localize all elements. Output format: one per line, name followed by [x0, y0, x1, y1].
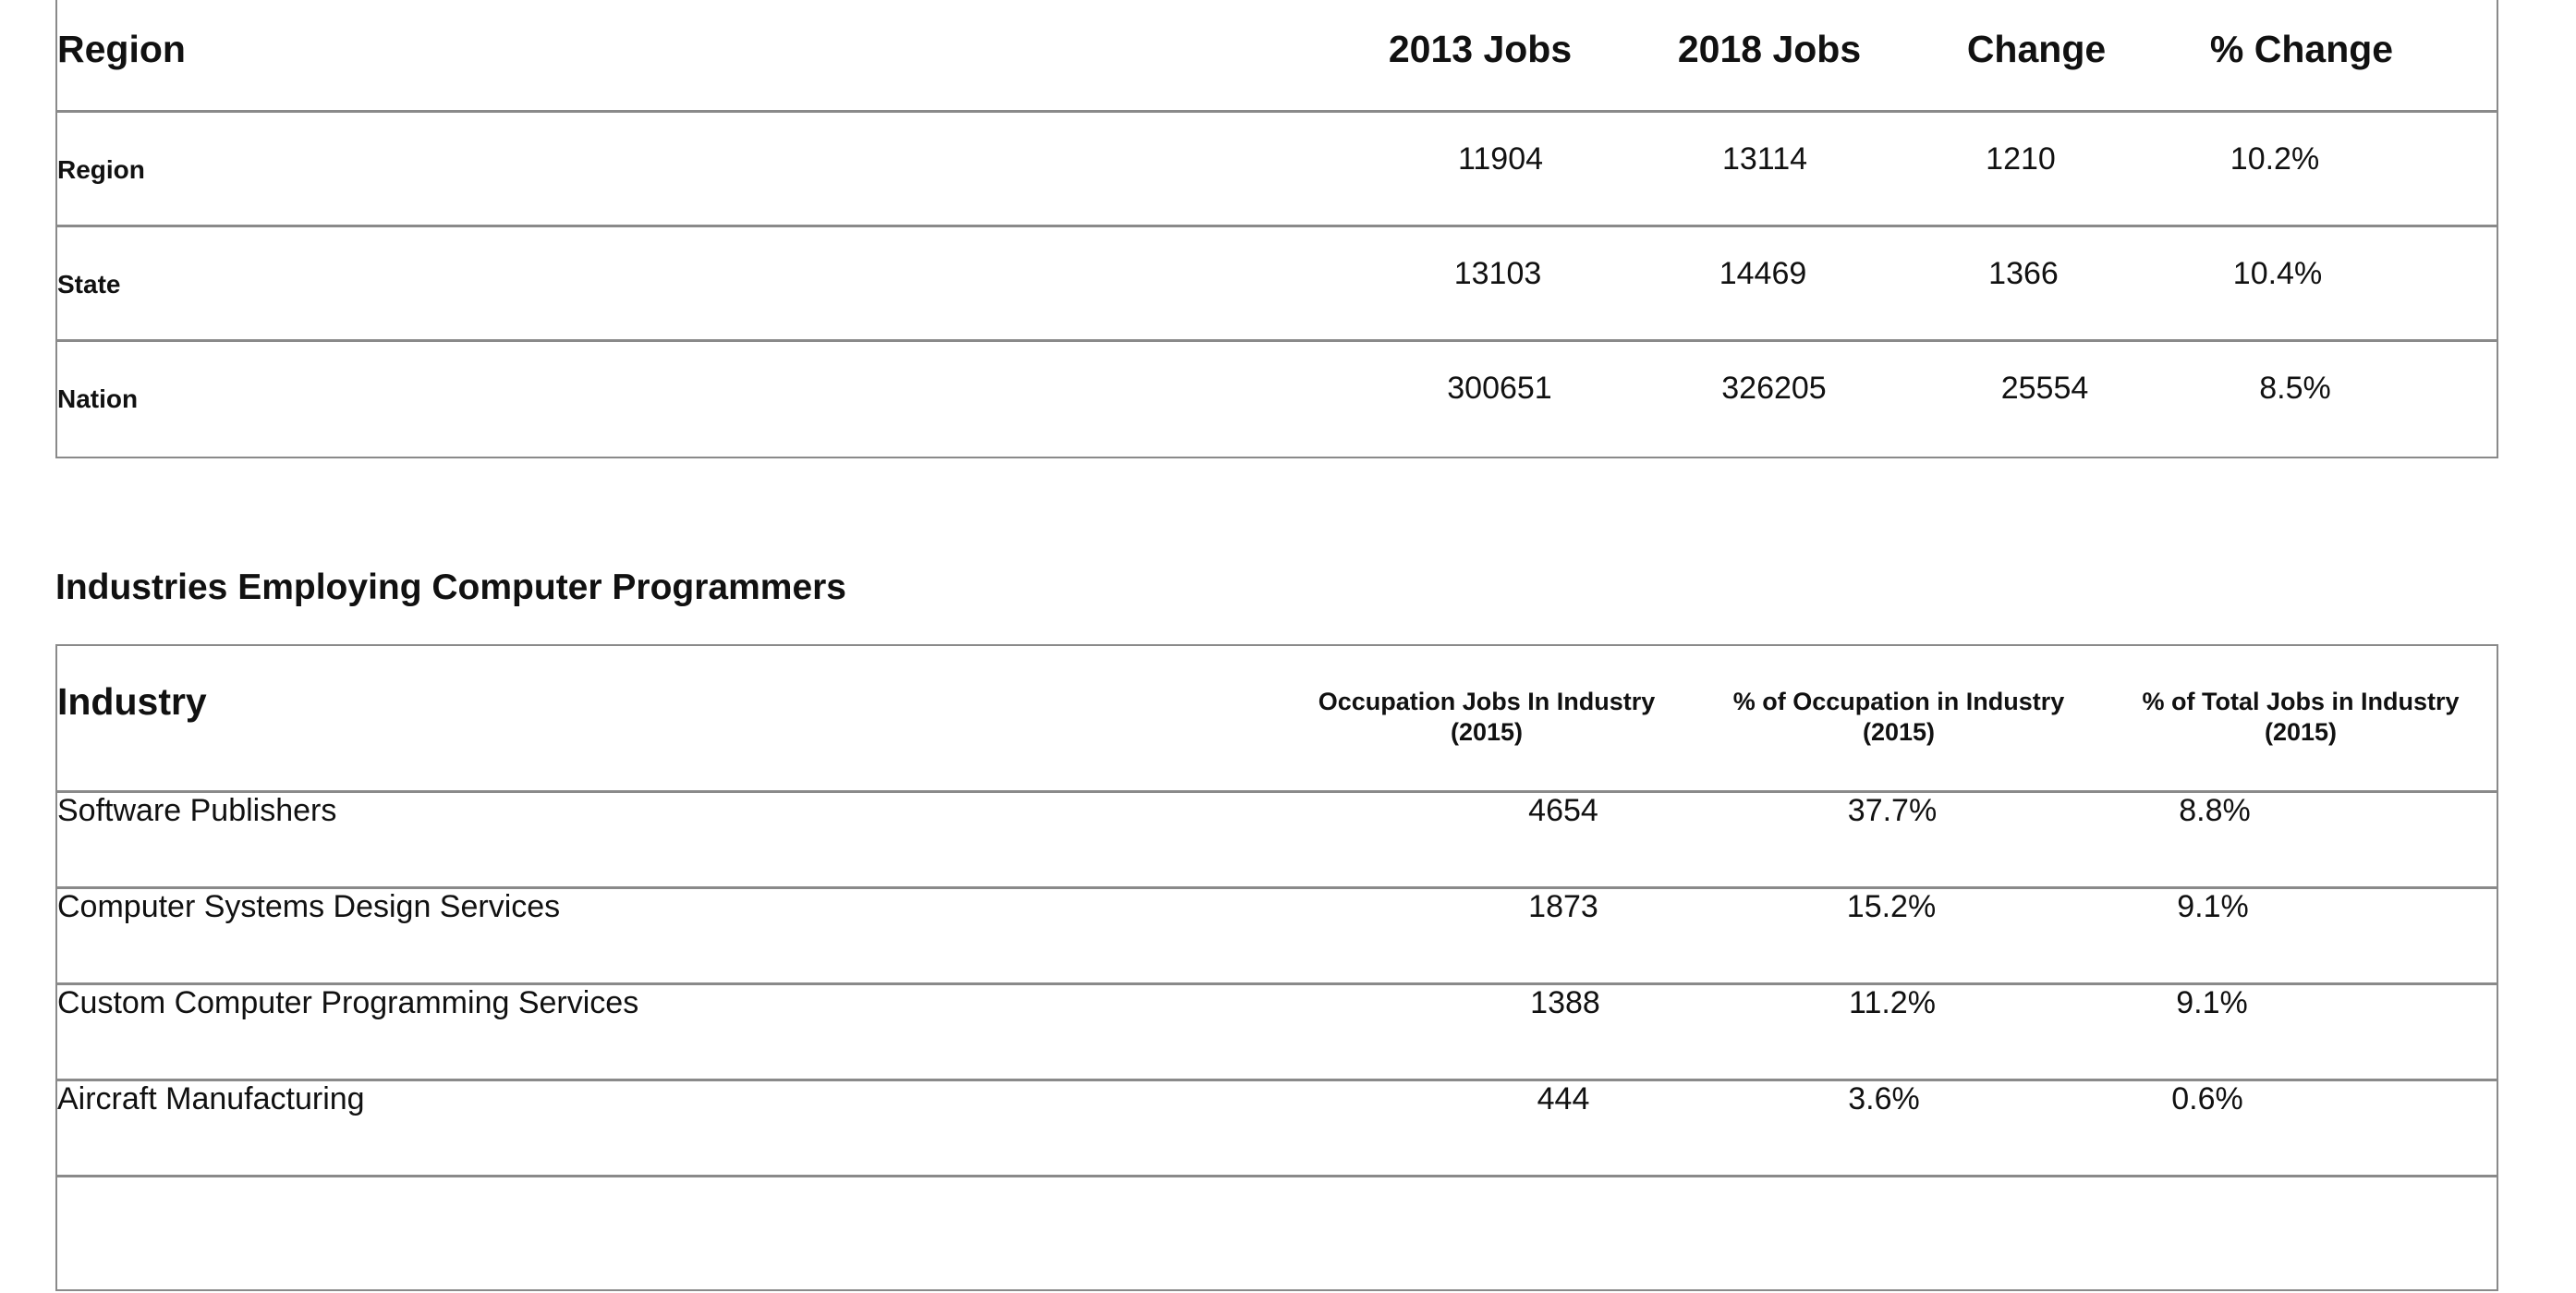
- table-row-cut-off: [57, 1175, 2497, 1293]
- column-header-line: % of Total Jobs in Industry: [2142, 687, 2459, 717]
- column-header-pct-change: % Change: [2210, 28, 2393, 71]
- pct-change-value: 10.4%: [2233, 256, 2322, 292]
- regional-jobs-table: Region 2013 Jobs 2018 Jobs Change % Chan…: [55, 0, 2498, 458]
- table-header-row: Industry Occupation Jobs In Industry (20…: [57, 646, 2497, 790]
- industry-name: Computer Systems Design Services: [57, 889, 560, 925]
- table-row: Custom Computer Programming Services 138…: [57, 982, 2497, 1079]
- column-header-pct-occupation: % of Occupation in Industry (2015): [1733, 687, 2065, 748]
- column-header-line: % of Occupation in Industry: [1733, 687, 2065, 717]
- table-row: Software Publishers 4654 37.7% 8.8%: [57, 790, 2497, 886]
- column-header-line: (2015): [2142, 717, 2459, 748]
- column-header-occupation-jobs: Occupation Jobs In Industry (2015): [1318, 687, 1656, 748]
- pct-occupation-value: 15.2%: [1847, 889, 1936, 925]
- occupation-jobs-value: 1388: [1530, 985, 1600, 1021]
- jobs-2018-value: 13114: [1722, 141, 1807, 177]
- table-row: Aircraft Manufacturing 444 3.6% 0.6%: [57, 1079, 2497, 1175]
- pct-occupation-value: 3.6%: [1848, 1081, 1920, 1117]
- change-value: 25554: [2001, 371, 2089, 407]
- pct-total-value: 8.8%: [2179, 793, 2251, 829]
- industry-name: Custom Computer Programming Services: [57, 985, 638, 1021]
- column-header-region: Region: [57, 28, 186, 71]
- pct-total-value: 0.6%: [2171, 1081, 2243, 1117]
- change-value: 1366: [1988, 256, 2059, 292]
- pct-occupation-value: 37.7%: [1848, 793, 1937, 829]
- pct-change-value: 8.5%: [2259, 371, 2331, 407]
- pct-total-value: 9.1%: [2177, 889, 2249, 925]
- table-row: State 13103 14469 1366 10.4%: [57, 225, 2497, 339]
- pct-change-value: 10.2%: [2230, 141, 2319, 177]
- table-row: Computer Systems Design Services 1873 15…: [57, 886, 2497, 982]
- jobs-2013-value: 11904: [1458, 141, 1543, 177]
- occupation-jobs-value: 4654: [1528, 793, 1598, 829]
- section-title: Industries Employing Computer Programmer…: [55, 567, 846, 608]
- column-header-change: Change: [1967, 28, 2106, 71]
- column-header-2013-jobs: 2013 Jobs: [1389, 28, 1572, 71]
- occupation-jobs-value: 1873: [1528, 889, 1598, 925]
- table-row: Region 11904 13114 1210 10.2%: [57, 110, 2497, 225]
- industries-table: Industry Occupation Jobs In Industry (20…: [55, 644, 2498, 1291]
- row-label: Nation: [57, 384, 138, 414]
- column-header-industry: Industry: [57, 680, 207, 724]
- row-label: Region: [57, 155, 145, 185]
- occupation-jobs-value: 444: [1537, 1081, 1590, 1117]
- column-header-pct-total: % of Total Jobs in Industry (2015): [2142, 687, 2459, 748]
- row-label: State: [57, 270, 120, 299]
- jobs-2018-value: 14469: [1719, 256, 1807, 292]
- table-header-row: Region 2013 Jobs 2018 Jobs Change % Chan…: [57, 0, 2497, 110]
- column-header-line: Occupation Jobs In Industry: [1318, 687, 1656, 717]
- jobs-2013-value: 13103: [1454, 256, 1542, 292]
- industry-name: Aircraft Manufacturing: [57, 1081, 365, 1117]
- column-header-line: (2015): [1733, 717, 2065, 748]
- column-header-line: (2015): [1318, 717, 1656, 748]
- industry-name: Software Publishers: [57, 793, 336, 829]
- change-value: 1210: [1986, 141, 2056, 177]
- pct-total-value: 9.1%: [2176, 985, 2248, 1021]
- pct-occupation-value: 11.2%: [1849, 985, 1936, 1021]
- table-row: Nation 300651 326205 25554 8.5%: [57, 339, 2497, 460]
- jobs-2013-value: 300651: [1447, 371, 1551, 407]
- column-header-2018-jobs: 2018 Jobs: [1678, 28, 1861, 71]
- jobs-2018-value: 326205: [1721, 371, 1826, 407]
